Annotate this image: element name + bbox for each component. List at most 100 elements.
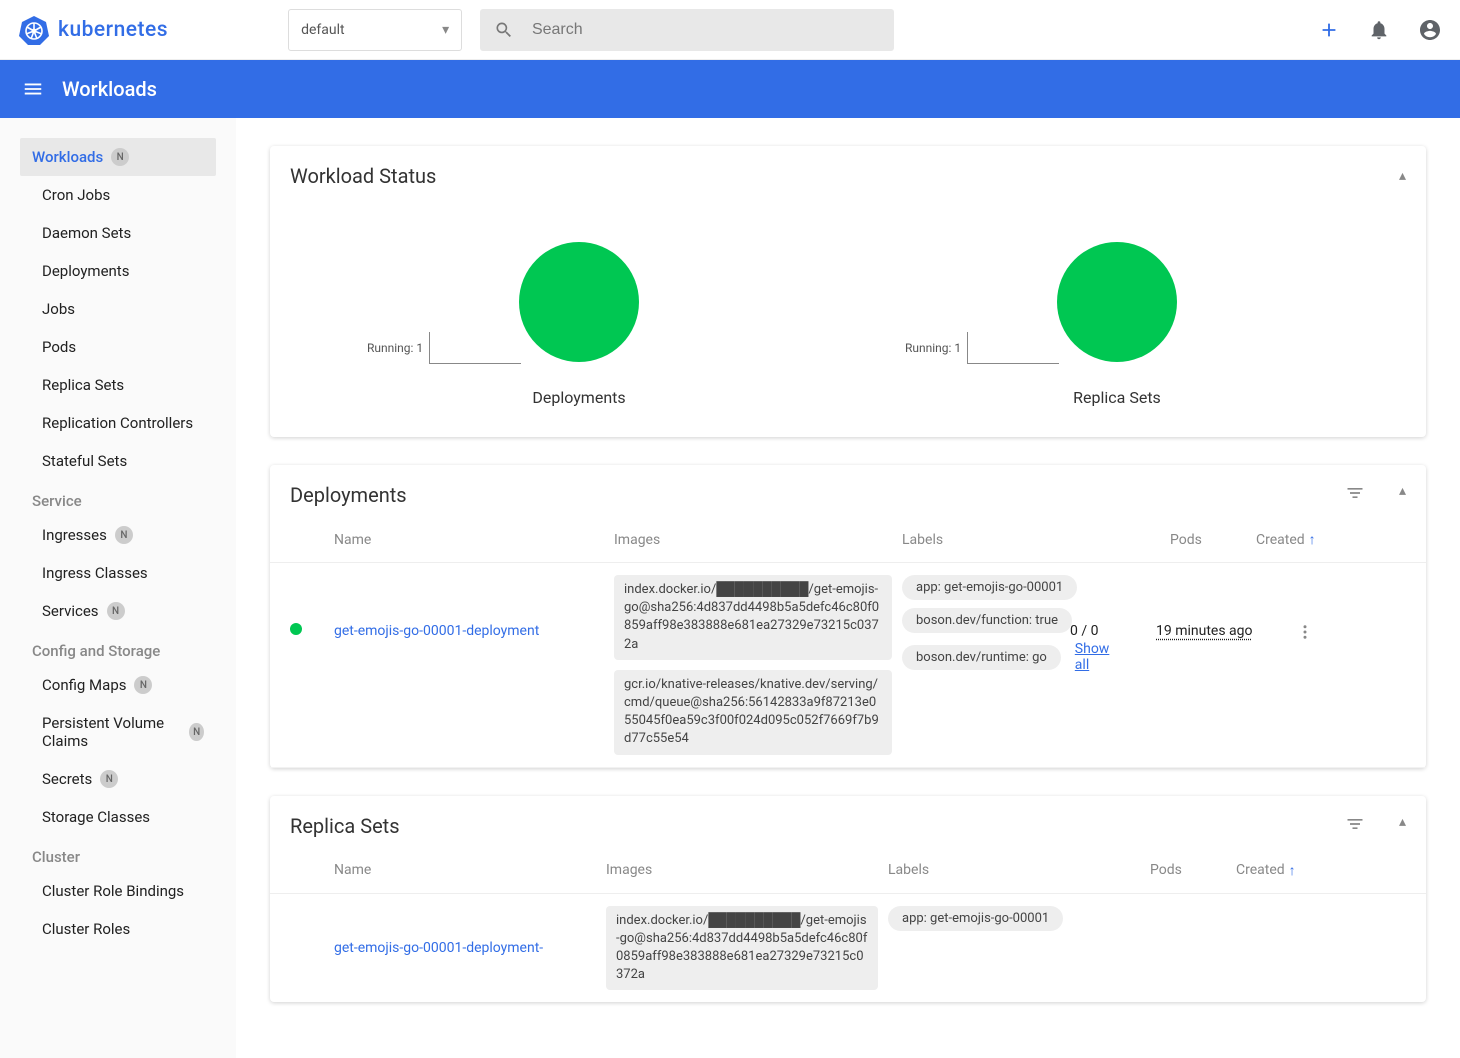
table-header: Name Images Labels Pods Created ↑ <box>270 848 1426 894</box>
filter-icon[interactable] <box>1345 814 1365 838</box>
notifications-icon[interactable] <box>1368 19 1390 41</box>
chart-replicasets: Running: 1 Replica Sets <box>1053 238 1181 407</box>
col-images[interactable]: Images <box>614 531 892 548</box>
labels-cell: app: get-emojis-go-00001 <box>878 906 1150 931</box>
col-labels[interactable]: Labels <box>892 531 1170 548</box>
table-row: get-emojis-go-00001-deployment index.doc… <box>270 563 1426 768</box>
sidebar-item-deployments[interactable]: Deployments <box>20 252 216 290</box>
collapse-icon[interactable]: ▴ <box>1399 814 1406 838</box>
topbar: kubernetes default ▾ <box>0 0 1460 60</box>
sidebar-item-clusterrolebindings[interactable]: Cluster Role Bindings <box>20 872 216 910</box>
sidebar-item-statefulsets[interactable]: Stateful Sets <box>20 442 216 480</box>
chart-deployments: Running: 1 Deployments <box>515 238 643 407</box>
row-menu[interactable] <box>1296 575 1326 645</box>
col-name[interactable]: Name <box>334 862 606 879</box>
replicaset-link[interactable]: get-emojis-go-00001-deployment- <box>334 940 543 956</box>
filter-icon[interactable] <box>1345 483 1365 507</box>
created-cell: 19 minutes ago <box>1156 575 1296 639</box>
sidebar-item-storageclasses[interactable]: Storage Classes <box>20 798 216 836</box>
main-content: Workload Status ▴ Running: 1 Deployments <box>236 118 1460 1058</box>
col-pods[interactable]: Pods <box>1150 862 1236 879</box>
sidebar-item-replicationcontrollers[interactable]: Replication Controllers <box>20 404 216 442</box>
status-cell <box>290 906 334 940</box>
sidebar: Workloads N Cron Jobs Daemon Sets Deploy… <box>0 118 236 1058</box>
n-badge: N <box>100 770 118 788</box>
sidebar-item-clusterroles[interactable]: Cluster Roles <box>20 910 216 948</box>
sidebar-item-configmaps[interactable]: Config MapsN <box>20 666 216 704</box>
search-box[interactable] <box>480 9 894 51</box>
sidebar-item-replicasets[interactable]: Replica Sets <box>20 366 216 404</box>
col-created[interactable]: Created ↑ <box>1256 531 1396 548</box>
sidebar-section-cluster: Cluster <box>20 836 216 872</box>
top-actions <box>1318 18 1442 42</box>
col-labels[interactable]: Labels <box>878 862 1150 879</box>
sidebar-item-pods[interactable]: Pods <box>20 328 216 366</box>
sort-arrow-icon: ↑ <box>1289 862 1296 879</box>
subheader: Workloads <box>0 60 1460 118</box>
collapse-icon[interactable]: ▴ <box>1399 168 1406 184</box>
sidebar-item-ingressclasses[interactable]: Ingress Classes <box>20 554 216 592</box>
created-cell <box>1236 906 1376 940</box>
card-title: Workload Status <box>290 164 436 188</box>
sidebar-item-services[interactable]: ServicesN <box>20 592 216 630</box>
sidebar-item-label: Workloads <box>32 148 103 166</box>
donut-chart <box>1053 238 1181 366</box>
labels-cell: app: get-emojis-go-00001 boson.dev/funct… <box>892 575 1070 673</box>
create-icon[interactable] <box>1318 19 1340 41</box>
sidebar-item-jobs[interactable]: Jobs <box>20 290 216 328</box>
search-icon <box>494 19 514 41</box>
name-cell: get-emojis-go-00001-deployment- <box>334 906 606 956</box>
image-chip: gcr.io/knative-releases/knative.dev/serv… <box>614 670 892 755</box>
col-pods[interactable]: Pods <box>1170 531 1256 548</box>
col-created[interactable]: Created ↑ <box>1236 862 1376 879</box>
chart-legend: Running: 1 <box>905 341 961 355</box>
account-icon[interactable] <box>1418 18 1442 42</box>
label-chip: boson.dev/function: true <box>902 608 1072 633</box>
image-chip: index.docker.io/██████████/get-emojis-go… <box>614 575 892 660</box>
chart-label: Deployments <box>532 388 625 407</box>
brand-logo[interactable]: kubernetes <box>18 14 168 46</box>
pods-cell: 0 / 0 <box>1070 575 1156 639</box>
sidebar-item-cronjobs[interactable]: Cron Jobs <box>20 176 216 214</box>
label-chip: app: get-emojis-go-00001 <box>888 906 1063 931</box>
sidebar-item-pvc[interactable]: Persistent Volume ClaimsN <box>20 704 216 760</box>
namespace-select[interactable]: default ▾ <box>288 9 462 51</box>
images-cell: index.docker.io/██████████/get-emojis-go… <box>614 575 892 755</box>
n-badge: N <box>115 526 133 544</box>
sidebar-section-config: Config and Storage <box>20 630 216 666</box>
page-title: Workloads <box>62 77 157 101</box>
hamburger-icon[interactable] <box>22 78 44 100</box>
images-cell: index.docker.io/██████████/get-emojis-go… <box>606 906 878 991</box>
search-input[interactable] <box>532 21 880 39</box>
chart-label: Replica Sets <box>1073 388 1161 407</box>
deployment-link[interactable]: get-emojis-go-00001-deployment <box>334 623 539 639</box>
donut-chart <box>515 238 643 366</box>
show-all-link[interactable]: Show all <box>1075 641 1110 673</box>
workload-status-card: Workload Status ▴ Running: 1 Deployments <box>270 146 1426 437</box>
pods-cell <box>1150 906 1236 940</box>
chevron-down-icon: ▾ <box>442 22 449 38</box>
sidebar-item-ingresses[interactable]: IngressesN <box>20 516 216 554</box>
chart-legend: Running: 1 <box>367 341 423 355</box>
kubernetes-icon <box>18 14 50 46</box>
row-menu[interactable] <box>1376 906 1406 940</box>
col-name[interactable]: Name <box>334 531 614 548</box>
replicasets-card: Replica Sets ▴ Name Images Labels Pods C… <box>270 796 1426 1003</box>
table-row: get-emojis-go-00001-deployment- index.do… <box>270 894 1426 1003</box>
label-chip: app: get-emojis-go-00001 <box>902 575 1077 600</box>
sidebar-item-workloads[interactable]: Workloads N <box>20 138 216 176</box>
status-dot <box>290 623 302 635</box>
n-badge: N <box>111 148 129 166</box>
n-badge: N <box>189 723 204 741</box>
more-vert-icon <box>1296 623 1314 641</box>
sidebar-section-service: Service <box>20 480 216 516</box>
sidebar-item-secrets[interactable]: SecretsN <box>20 760 216 798</box>
n-badge: N <box>107 602 125 620</box>
table-header: Name Images Labels Pods Created ↑ <box>270 517 1426 563</box>
label-chip: boson.dev/runtime: go <box>902 645 1061 670</box>
name-cell: get-emojis-go-00001-deployment <box>334 575 614 639</box>
collapse-icon[interactable]: ▴ <box>1399 483 1406 507</box>
sidebar-item-daemonsets[interactable]: Daemon Sets <box>20 214 216 252</box>
card-title: Deployments <box>290 483 407 507</box>
col-images[interactable]: Images <box>606 862 878 879</box>
